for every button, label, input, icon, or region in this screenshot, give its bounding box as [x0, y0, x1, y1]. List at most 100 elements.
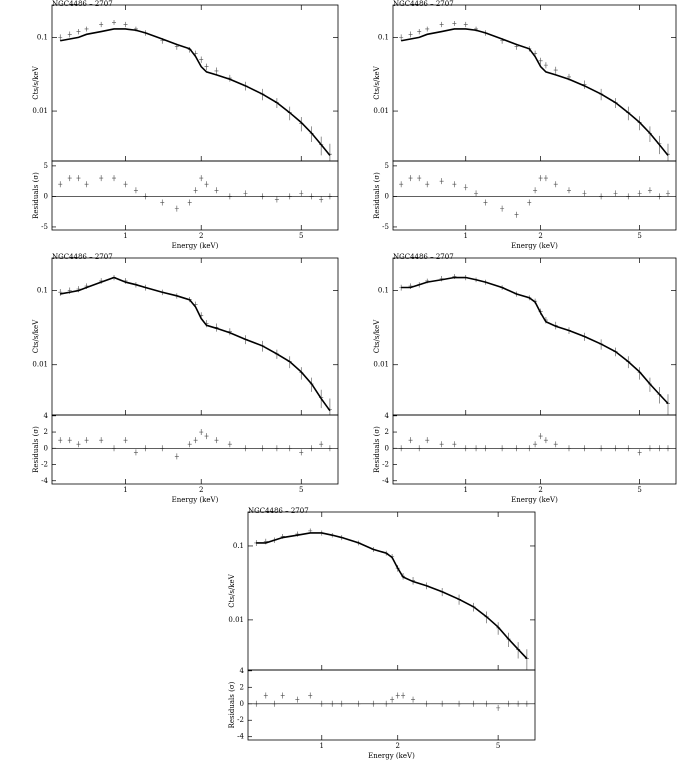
- plot-frame: [392, 4, 677, 162]
- residual-point: [452, 181, 457, 188]
- residual-point: [613, 190, 618, 197]
- residual-point: [452, 441, 457, 448]
- residual-point: [395, 692, 400, 699]
- plot-frame: [51, 257, 339, 416]
- residual-point: [133, 187, 138, 194]
- x-tick-label: 2: [395, 742, 399, 750]
- y-axis-label: Residuals (σ): [228, 681, 236, 728]
- residual-point: [67, 175, 72, 182]
- residual-point: [327, 445, 332, 452]
- residual-point: [527, 199, 532, 206]
- x-tick-label: 1: [123, 486, 127, 494]
- residual-point: [408, 437, 413, 444]
- y-tick-label: -4: [382, 477, 389, 485]
- y-tick-label: 0: [385, 192, 389, 200]
- y-tick-label: 0: [44, 444, 48, 452]
- y-tick-label: -2: [382, 461, 389, 469]
- y-tick-label: 0.01: [373, 361, 389, 369]
- residual-point: [457, 700, 462, 707]
- residual-point: [637, 449, 642, 456]
- data-point: [553, 66, 558, 74]
- residual-frame: [392, 414, 677, 485]
- residual-point: [425, 437, 430, 444]
- y-tick-label: 0.1: [37, 33, 48, 41]
- y-tick-label: 0.1: [378, 33, 389, 41]
- data-point: [58, 34, 63, 41]
- residual-point: [538, 175, 543, 182]
- residual-point: [483, 199, 488, 206]
- data-point: [58, 289, 63, 296]
- data-point: [123, 21, 128, 28]
- residual-point: [199, 429, 204, 436]
- x-tick-label: 5: [299, 232, 303, 240]
- residual-point: [527, 445, 532, 452]
- residual-point: [308, 692, 313, 699]
- residual-point: [227, 441, 232, 448]
- residual-point: [319, 700, 324, 707]
- y-tick-label: 0.1: [37, 287, 48, 295]
- chart-title: NGC4486 – 2707: [52, 253, 113, 261]
- residual-point: [496, 704, 501, 711]
- residual-frame: [51, 414, 339, 485]
- residual-point: [657, 445, 662, 452]
- data-point: [439, 21, 444, 28]
- y-tick-label: 0.1: [378, 287, 389, 295]
- x-tick-label: 2: [538, 232, 542, 240]
- data-point: [76, 28, 81, 35]
- y-tick-label: 0.01: [373, 107, 389, 115]
- x-axis-label: Energy (keV): [172, 496, 219, 504]
- data-point: [84, 26, 89, 32]
- residual-point: [553, 181, 558, 188]
- residual-point: [533, 187, 538, 194]
- data-point: [199, 56, 204, 63]
- data-point: [327, 398, 332, 415]
- residual-point: [193, 437, 198, 444]
- residual-point: [84, 181, 89, 188]
- model-line: [401, 276, 669, 405]
- y-tick-label: -2: [237, 716, 244, 724]
- residual-point: [204, 181, 209, 188]
- residual-point: [657, 193, 662, 200]
- plot-frame: [51, 4, 339, 162]
- residual-point: [647, 187, 652, 194]
- residual-point: [474, 190, 479, 197]
- residual-point: [309, 193, 314, 200]
- residual-point: [637, 190, 642, 197]
- x-axis-label: Energy (keV): [172, 242, 219, 250]
- x-tick-label: 1: [464, 232, 468, 240]
- residual-point: [254, 700, 259, 707]
- data-point: [524, 649, 529, 670]
- residual-point: [143, 445, 148, 452]
- residual-point: [319, 196, 324, 203]
- residual-point: [160, 445, 165, 452]
- y-tick-label: 2: [240, 683, 244, 691]
- residual-point: [440, 700, 445, 707]
- chart-title: NGC4486 – 2707: [393, 253, 454, 261]
- x-tick-label: 5: [299, 486, 303, 494]
- residual-point: [471, 700, 476, 707]
- data-point: [399, 34, 404, 41]
- y-tick-label: 4: [385, 412, 390, 420]
- residual-point: [187, 441, 192, 448]
- y-tick-label: 0.01: [32, 107, 48, 115]
- residual-point: [274, 196, 279, 203]
- residual-point: [112, 175, 117, 182]
- residual-point: [500, 445, 505, 452]
- residual-point: [626, 445, 631, 452]
- residual-point: [543, 437, 548, 444]
- y-tick-label: -4: [41, 477, 48, 485]
- residual-frame: [51, 160, 339, 231]
- x-axis-label: Energy (keV): [511, 496, 558, 504]
- residual-point: [227, 193, 232, 200]
- y-axis-label: Cts/s/keV: [228, 573, 236, 607]
- residual-point: [500, 205, 505, 212]
- x-axis-label: Energy (keV): [368, 752, 415, 760]
- residual-point: [399, 181, 404, 188]
- residual-point: [260, 193, 265, 200]
- x-axis-label: Energy (keV): [511, 242, 558, 250]
- residual-point: [424, 700, 429, 707]
- chart-title: NGC4486 – 2707: [248, 507, 309, 515]
- x-tick-label: 5: [637, 232, 641, 240]
- residual-point: [439, 178, 444, 185]
- residual-point: [647, 445, 652, 452]
